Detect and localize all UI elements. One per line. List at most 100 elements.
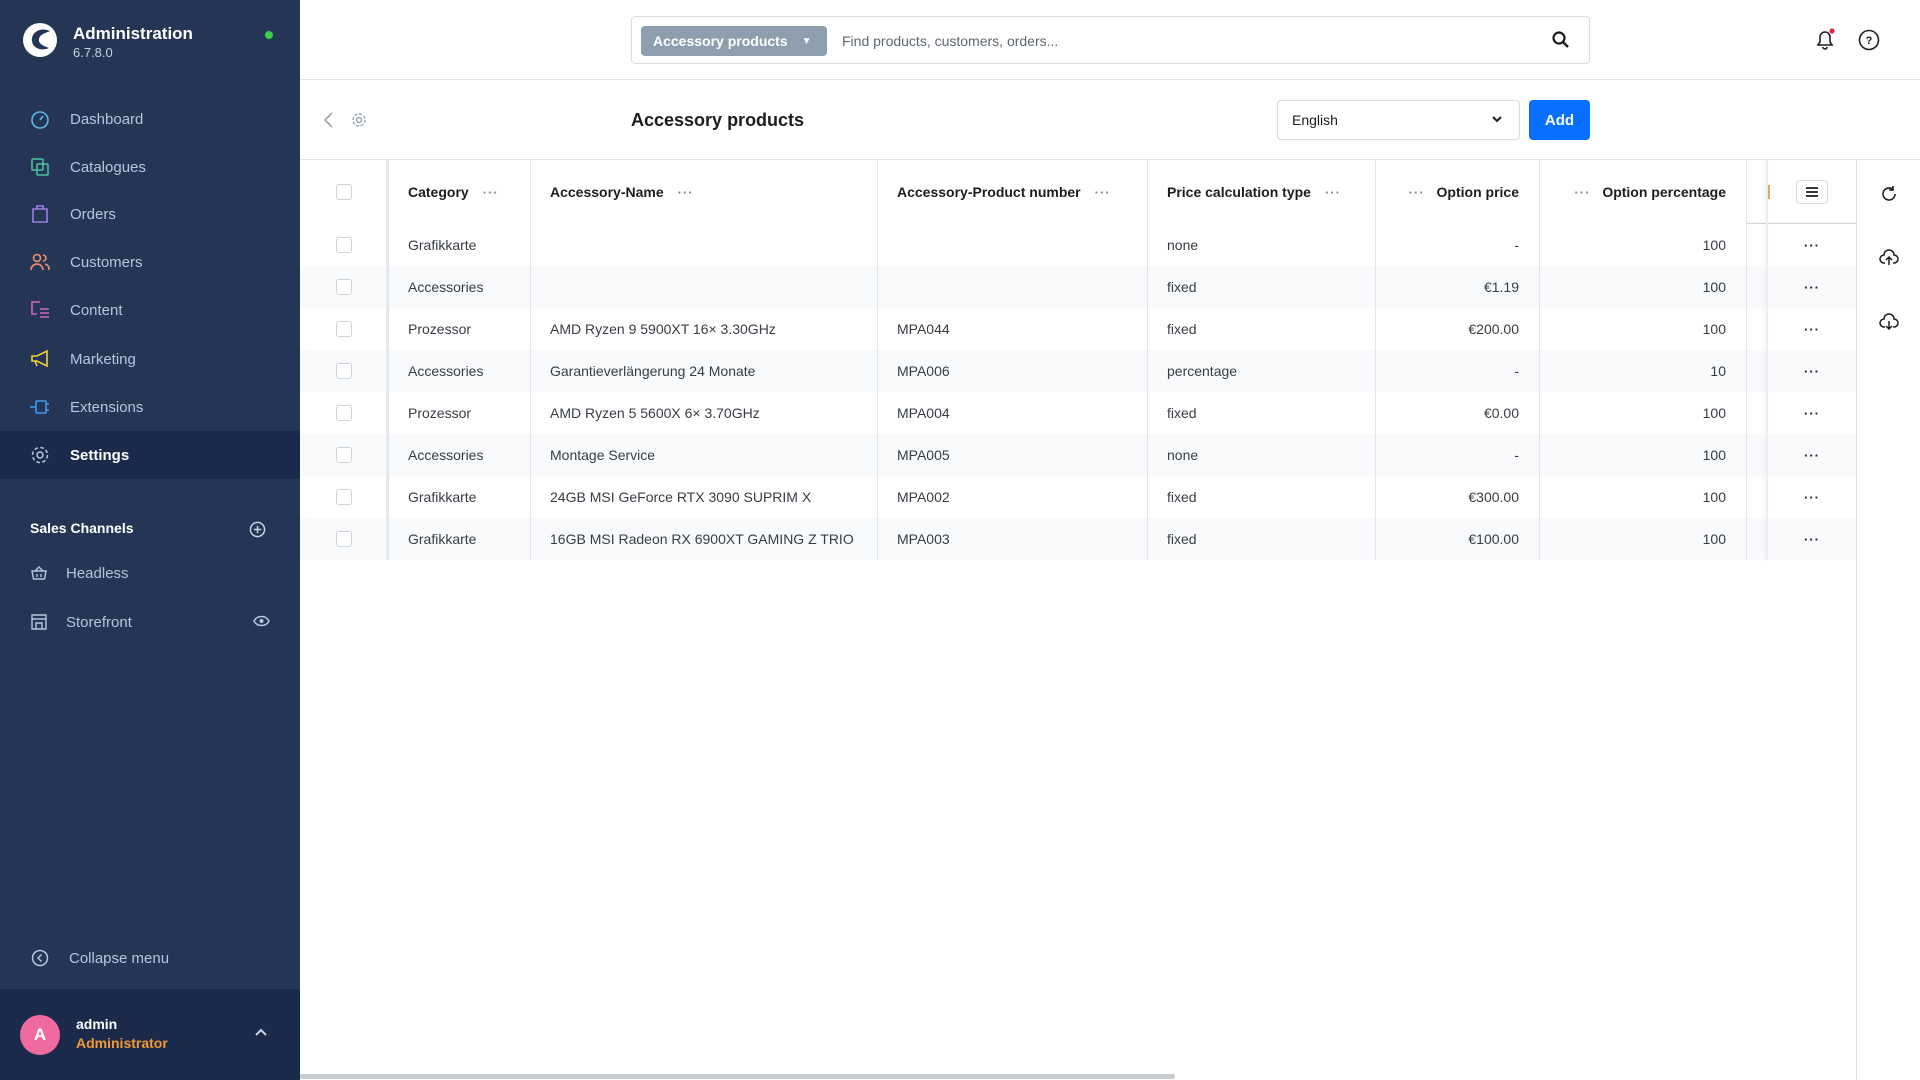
add-sales-channel-icon[interactable] bbox=[249, 521, 266, 538]
row-actions-icon[interactable]: ··· bbox=[1804, 405, 1820, 421]
table-cell: MPA006 bbox=[897, 363, 950, 379]
column-header[interactable]: ··· Option percentage bbox=[1539, 160, 1746, 224]
row-actions-cell: ··· bbox=[1768, 350, 1856, 392]
row-checkbox[interactable] bbox=[336, 489, 352, 505]
column-divider bbox=[530, 160, 531, 560]
column-header[interactable]: Accessory-Product number ··· bbox=[877, 160, 1147, 224]
sidebar-item-label: Orders bbox=[70, 205, 116, 223]
table-cell: Prozessor bbox=[408, 405, 472, 421]
table-cell: fixed bbox=[1167, 279, 1197, 295]
row-checkbox[interactable] bbox=[336, 447, 352, 463]
row-actions-icon[interactable]: ··· bbox=[1804, 363, 1820, 379]
search-icon[interactable] bbox=[1551, 30, 1571, 50]
row-actions-icon[interactable]: ··· bbox=[1804, 531, 1820, 547]
language-select[interactable]: English bbox=[1277, 100, 1520, 140]
sales-channel-headless[interactable]: Headless bbox=[0, 553, 300, 593]
refresh-icon[interactable] bbox=[1879, 184, 1899, 204]
sidebar-item-dashboard[interactable]: Dashboard bbox=[0, 95, 300, 143]
column-menu-icon[interactable]: ··· bbox=[1324, 184, 1341, 200]
column-header[interactable]: Category ··· bbox=[388, 160, 530, 224]
column-menu-icon[interactable]: ··· bbox=[677, 184, 694, 200]
table-cell: AMD Ryzen 5 5600X 6× 3.70GHz bbox=[550, 405, 760, 421]
sales-channel-label: Headless bbox=[66, 564, 129, 582]
horizontal-scrollbar[interactable] bbox=[300, 1074, 1175, 1079]
row-actions-cell: ··· bbox=[1768, 308, 1856, 350]
table-cell: 16GB MSI Radeon RX 6900XT GAMING Z TRIO bbox=[550, 531, 854, 547]
row-select-cell bbox=[300, 518, 388, 560]
help-icon[interactable]: ? bbox=[1858, 29, 1880, 51]
column-header[interactable]: Accessory-Name ··· bbox=[530, 160, 877, 224]
column-header-label: Category bbox=[408, 184, 469, 200]
eye-icon[interactable] bbox=[253, 614, 270, 628]
row-checkbox[interactable] bbox=[336, 237, 352, 253]
column-settings-button[interactable] bbox=[1796, 180, 1828, 204]
column-header[interactable]: ··· Option price bbox=[1375, 160, 1539, 224]
table-row: Prozessor AMD Ryzen 5 5600X 6× 3.70GHz MPA… bbox=[300, 392, 1856, 434]
table-cell: Accessories bbox=[408, 447, 484, 463]
column-header[interactable]: Price calculation type ··· bbox=[1147, 160, 1375, 224]
column-menu-icon[interactable]: ··· bbox=[1574, 184, 1591, 200]
notification-bell-icon[interactable] bbox=[1813, 28, 1837, 52]
cloud-download-icon[interactable] bbox=[1879, 312, 1899, 332]
user-role: Administrator bbox=[76, 1035, 168, 1051]
sidebar-item-marketing[interactable]: Marketing bbox=[0, 335, 300, 383]
search-input[interactable] bbox=[842, 27, 1522, 55]
table-row: Prozessor AMD Ryzen 9 5900XT 16× 3.30GHz M… bbox=[300, 308, 1856, 350]
column-menu-icon[interactable]: ··· bbox=[482, 184, 499, 200]
row-actions-cell: ··· bbox=[1768, 392, 1856, 434]
column-header-label: Accessory-Product number bbox=[897, 184, 1081, 200]
sidebar-item-customers[interactable]: Customers bbox=[0, 238, 300, 286]
table-cell bbox=[877, 224, 1147, 266]
table-row: Accessories fixed €1.19 100 ··· bbox=[300, 266, 1856, 308]
table-cell: Grafikkarte bbox=[408, 531, 477, 547]
marketing-icon bbox=[31, 349, 48, 368]
search-type-dropdown[interactable]: Accessory products ▼ bbox=[641, 26, 827, 56]
back-arrow-icon[interactable] bbox=[322, 111, 336, 129]
page-title: Accessory products bbox=[631, 110, 805, 130]
row-checkbox[interactable] bbox=[336, 321, 352, 337]
chevron-down-icon: ▼ bbox=[801, 35, 812, 47]
row-actions-cell: ··· bbox=[1768, 476, 1856, 518]
column-divider bbox=[1147, 160, 1148, 560]
language-value: English bbox=[1292, 112, 1338, 128]
gear-icon[interactable] bbox=[350, 111, 368, 129]
row-actions-icon[interactable]: ··· bbox=[1804, 237, 1820, 253]
user-menu[interactable]: A admin Administrator bbox=[0, 989, 300, 1080]
add-button[interactable]: Add bbox=[1529, 100, 1590, 140]
cloud-upload-icon[interactable] bbox=[1879, 248, 1899, 268]
column-menu-icon[interactable]: ··· bbox=[1094, 184, 1111, 200]
chevron-up-icon[interactable] bbox=[254, 1027, 268, 1037]
row-actions-icon[interactable]: ··· bbox=[1804, 447, 1820, 463]
collapse-menu-button[interactable]: Collapse menu bbox=[0, 940, 300, 976]
select-all-checkbox[interactable] bbox=[336, 184, 352, 200]
sticky-column-shadow bbox=[386, 160, 388, 560]
table-row: Grafikkarte none - 100 ··· bbox=[300, 224, 1856, 266]
table-cell: AMD Ryzen 9 5900XT 16× 3.30GHz bbox=[550, 321, 776, 337]
column-divider bbox=[1539, 160, 1540, 560]
row-actions-icon[interactable]: ··· bbox=[1804, 489, 1820, 505]
user-name: admin bbox=[76, 1016, 118, 1032]
table-cell: 100 bbox=[1702, 237, 1726, 253]
sidebar-item-catalogues[interactable]: Catalogues bbox=[0, 143, 300, 191]
basket-icon bbox=[31, 566, 47, 580]
top-bar: Accessory products ▼ ? bbox=[300, 0, 1920, 80]
table-cell: 24GB MSI GeForce RTX 3090 SUPRIM X bbox=[550, 489, 812, 505]
row-checkbox[interactable] bbox=[336, 363, 352, 379]
column-menu-icon[interactable]: ··· bbox=[1408, 184, 1425, 200]
content-icon bbox=[31, 301, 49, 318]
data-grid: Category ··· Accessory-Name ··· Accessory-Pr… bbox=[300, 160, 1857, 560]
sidebar-item-extensions[interactable]: Extensions bbox=[0, 383, 300, 431]
row-actions-icon[interactable]: ··· bbox=[1804, 321, 1820, 337]
row-actions-icon[interactable]: ··· bbox=[1804, 279, 1820, 295]
row-checkbox[interactable] bbox=[336, 405, 352, 421]
sales-channel-storefront[interactable]: Storefront bbox=[0, 602, 300, 642]
row-checkbox[interactable] bbox=[336, 531, 352, 547]
global-search: Accessory products ▼ bbox=[631, 16, 1590, 64]
table-cell: 100 bbox=[1702, 279, 1726, 295]
sidebar-item-content[interactable]: Content bbox=[0, 286, 300, 334]
column-settings-cell bbox=[1768, 160, 1856, 224]
row-checkbox[interactable] bbox=[336, 279, 352, 295]
sidebar-item-settings[interactable]: Settings bbox=[0, 431, 300, 479]
avatar: A bbox=[20, 1015, 60, 1055]
sidebar-item-orders[interactable]: Orders bbox=[0, 190, 300, 238]
